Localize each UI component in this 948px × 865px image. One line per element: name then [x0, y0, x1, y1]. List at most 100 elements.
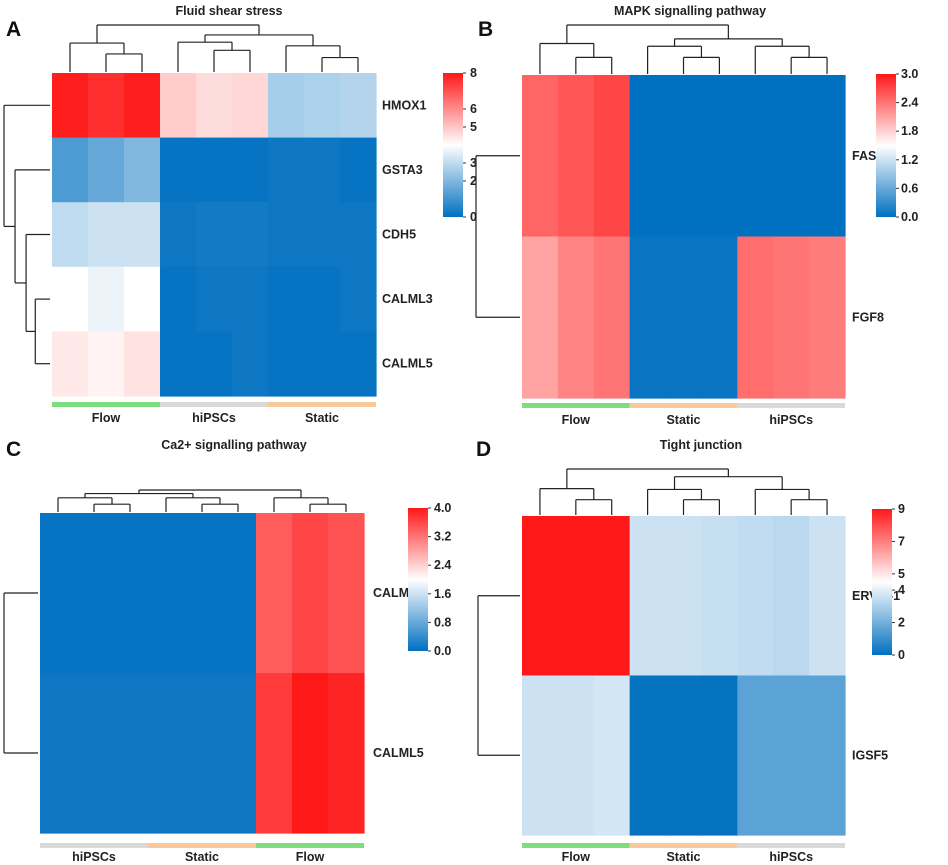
dendrograms	[475, 24, 828, 318]
group-bar	[148, 843, 256, 848]
heatmap-cell	[701, 516, 738, 677]
panel-letter: B	[478, 18, 493, 41]
group-bar	[522, 843, 630, 848]
heatmap-cell	[629, 675, 667, 836]
heatmap-cell	[196, 137, 233, 203]
heatmap-cell	[220, 513, 257, 674]
heatmap-cell	[629, 75, 667, 238]
group-label: hiPSCs	[192, 411, 236, 425]
dendrograms	[3, 489, 347, 754]
group-bar	[52, 402, 160, 407]
row-label: IGSF5	[852, 748, 888, 762]
row-label: FGF8	[852, 310, 884, 324]
color-scale-tick-label: 2	[470, 174, 477, 188]
heatmap-cells	[522, 75, 846, 399]
heatmap-cell	[196, 202, 233, 268]
heatmap-cell	[557, 516, 595, 677]
heatmap-cell	[52, 331, 89, 397]
group-label: Flow	[296, 850, 325, 864]
heatmap-cell	[593, 236, 631, 399]
heatmap-cell	[737, 516, 774, 677]
color-scale-bar	[876, 74, 896, 217]
color-scale-tick-label: 0.8	[434, 615, 451, 629]
heatmap-cell	[593, 516, 631, 677]
group-bar	[522, 403, 630, 408]
heatmap-cell	[88, 73, 125, 139]
heatmap-cell	[665, 516, 703, 677]
color-scale-tick-label: 0.0	[901, 210, 918, 224]
heatmap-cell	[256, 673, 293, 834]
heatmap-cell	[184, 673, 221, 834]
color-scale-tick-label: 1.2	[901, 153, 918, 167]
group-label: Flow	[92, 411, 121, 425]
heatmap-cell	[268, 331, 305, 397]
color-scale-tick-label: 0	[898, 648, 905, 662]
group-label: Static	[305, 411, 339, 425]
dendrograms	[477, 468, 828, 756]
row-label: CALML3	[382, 292, 433, 306]
heatmap-cell	[124, 202, 161, 268]
heatmap-cell	[809, 516, 846, 677]
color-scale-tick-label: 2	[898, 616, 905, 630]
dendrograms	[3, 24, 359, 365]
heatmap-cell	[701, 675, 738, 836]
color-scale-tick-label: 3.0	[901, 67, 918, 81]
group-bar	[629, 403, 738, 408]
color-scale-tick-label: 3.2	[434, 530, 451, 544]
heatmap-cell	[557, 675, 595, 836]
group-label: Static	[185, 850, 219, 864]
heatmap-cell	[196, 331, 233, 397]
heatmap-cell	[304, 202, 341, 268]
group-label: hiPSCs	[769, 413, 813, 427]
panel-title: Tight junction	[660, 438, 742, 452]
heatmap-cell	[304, 137, 341, 203]
heatmap-cell	[292, 673, 329, 834]
heatmap-cell	[40, 673, 77, 834]
group-label: Flow	[562, 413, 591, 427]
color-scale-tick-label: 6	[470, 102, 477, 116]
heatmap-cell	[593, 675, 631, 836]
group-bar	[268, 402, 376, 407]
heatmap-cell	[340, 331, 377, 397]
heatmap-cell	[304, 73, 341, 139]
heatmap-cell	[809, 75, 846, 238]
heatmap-cell	[522, 75, 559, 238]
heatmap-cell	[522, 516, 559, 677]
group-bar	[737, 843, 845, 848]
heatmap-cell	[232, 331, 269, 397]
heatmap-cell	[160, 202, 197, 268]
heatmap-cell	[88, 266, 125, 332]
heatmap-cell	[88, 331, 125, 397]
group-label: Static	[666, 413, 700, 427]
color-scale-tick-label: 7	[898, 534, 905, 548]
heatmap-cell	[124, 331, 161, 397]
heatmap-cell	[773, 516, 810, 677]
heatmap-cell	[701, 236, 738, 399]
heatmap-cell	[665, 675, 703, 836]
heatmap-cell	[773, 675, 810, 836]
color-scale-tick-label: 0.0	[434, 644, 451, 658]
row-label: CDH5	[382, 228, 416, 242]
heatmap-cell	[268, 202, 305, 268]
heatmap-cell	[304, 331, 341, 397]
group-bar	[256, 843, 364, 848]
group-label: hiPSCs	[72, 850, 116, 864]
heatmap-cell	[52, 202, 89, 268]
color-scale-bar	[408, 508, 428, 651]
heatmap-cell	[88, 202, 125, 268]
heatmap-cell	[76, 513, 113, 674]
heatmap-cell	[52, 266, 89, 332]
heatmap-cell	[665, 75, 703, 238]
heatmap-panel-c: C Ca2+ signalling pathwayCALML3CALML5hiPS…	[3, 438, 451, 864]
color-scale-tick-label: 3	[470, 156, 477, 170]
heatmap-cell	[629, 236, 667, 399]
heatmap-cell	[268, 73, 305, 139]
heatmap-cell	[160, 73, 197, 139]
color-scale-tick-label: 2.4	[434, 558, 451, 572]
group-label: hiPSCs	[769, 850, 813, 864]
color-scale-tick-label: 8	[470, 66, 477, 80]
heatmap-cell	[557, 236, 595, 399]
heatmap-cell	[196, 266, 233, 332]
heatmap-cell	[292, 513, 329, 674]
